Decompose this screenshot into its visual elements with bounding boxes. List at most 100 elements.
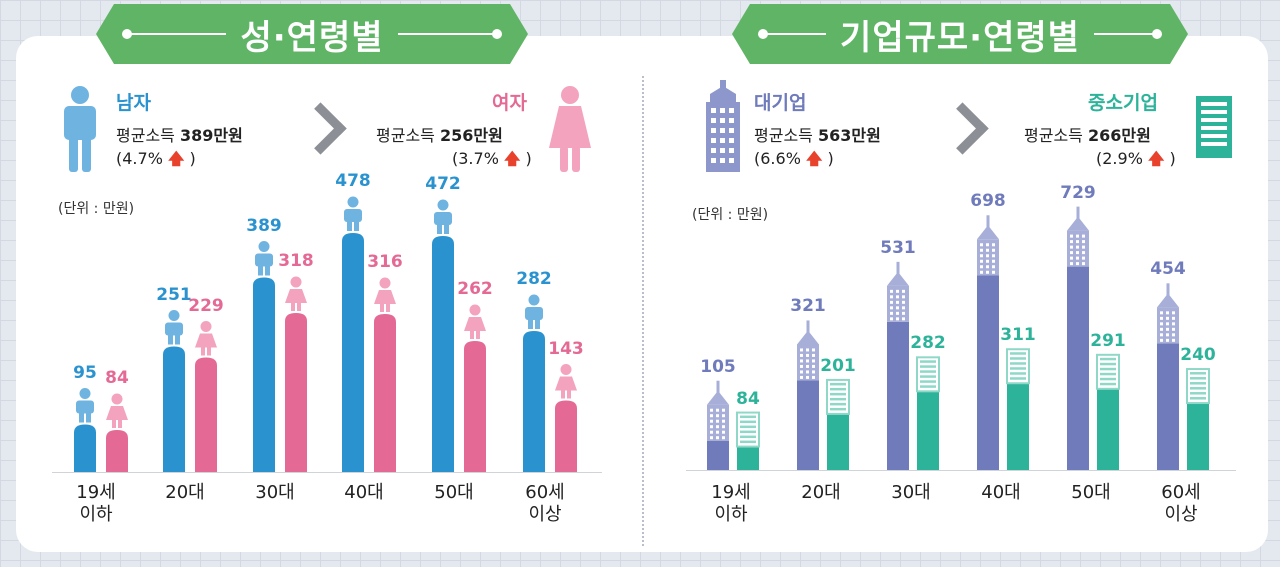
female-title: 여자 xyxy=(492,92,527,114)
up-arrow-icon: 🡅 xyxy=(167,149,185,168)
small-company-average: 평균소득 266만원 xyxy=(1024,122,1151,146)
large-company-title: 대기업 xyxy=(754,92,807,114)
unit-label-left: (단위 : 만원) xyxy=(58,201,135,217)
value-label-male: 251 xyxy=(156,284,192,305)
office-tower-icon xyxy=(797,320,819,381)
banner-dot xyxy=(1152,29,1162,39)
bar-large-company xyxy=(887,321,909,470)
value-label-small-company: 282 xyxy=(910,333,946,354)
unit-label-right: (단위 : 만원) xyxy=(692,207,769,223)
male-growth: (4.7% 🡅 ) xyxy=(116,148,196,175)
banner-dot xyxy=(492,29,502,39)
female-person-icon xyxy=(285,276,307,311)
banner-company-age: 기업규모·연령별 xyxy=(732,4,1188,64)
bar-female xyxy=(555,400,577,472)
x-axis-label: 19세 이하 xyxy=(76,482,116,525)
bar-male xyxy=(74,424,96,472)
female-person-icon xyxy=(549,86,591,172)
large-avg-value: 563만원 xyxy=(817,126,881,145)
male-title: 남자 xyxy=(116,92,151,114)
axis-baseline-left xyxy=(52,472,602,473)
female-growth-rate: (3.7% xyxy=(452,149,499,168)
office-tower-icon xyxy=(977,215,999,276)
value-label-small-company: 240 xyxy=(1180,345,1216,366)
value-label-large-company: 729 xyxy=(1060,182,1096,203)
large-growth-rate: (6.6% xyxy=(754,149,801,168)
x-axis-label: 50대 xyxy=(1071,482,1111,503)
bar-large-company xyxy=(1157,343,1179,470)
small-avg-value: 266만원 xyxy=(1087,126,1151,145)
up-arrow-icon: 🡅 xyxy=(503,149,521,168)
value-label-female: 318 xyxy=(278,251,314,271)
bar-small-company xyxy=(917,391,939,470)
value-label-male: 282 xyxy=(516,269,552,289)
small-building-icon xyxy=(826,378,850,415)
x-axis-label: 60세 이상 xyxy=(525,482,565,525)
value-label-male: 95 xyxy=(73,362,97,383)
male-growth-rate: (4.7% xyxy=(116,149,163,168)
female-person-icon xyxy=(195,321,217,356)
small-building-icon xyxy=(1196,96,1232,158)
office-building-icon xyxy=(706,80,740,172)
value-label-large-company: 321 xyxy=(790,296,826,317)
bar-small-company xyxy=(737,446,759,470)
value-label-female: 229 xyxy=(188,295,224,316)
male-person-icon xyxy=(434,199,452,234)
value-label-small-company: 311 xyxy=(1000,325,1036,346)
large-growth-close: ) xyxy=(827,149,834,168)
bar-female xyxy=(285,313,307,472)
value-label-small-company: 84 xyxy=(736,388,760,409)
bar-large-company xyxy=(797,380,819,470)
male-average: 평균소득 389만원 xyxy=(116,122,243,146)
value-label-large-company: 698 xyxy=(970,191,1006,212)
axis-baseline-right xyxy=(686,470,1236,471)
large-company-growth: (6.6% 🡅 ) xyxy=(754,148,834,175)
female-growth: (3.7% 🡅 ) xyxy=(452,148,532,175)
female-average: 평균소득 256만원 xyxy=(376,122,503,146)
banner-dot xyxy=(758,29,768,39)
x-axis-label: 40대 xyxy=(344,482,384,503)
office-tower-icon xyxy=(887,261,909,322)
value-label-male: 472 xyxy=(425,174,461,194)
x-axis-label: 30대 xyxy=(255,482,295,503)
value-label-female: 262 xyxy=(457,279,493,299)
male-person-icon xyxy=(255,241,273,276)
small-building-icon xyxy=(736,411,760,448)
value-label-female: 84 xyxy=(105,368,129,388)
bar-small-company xyxy=(1097,388,1119,470)
large-avg-label: 평균소득 xyxy=(754,126,813,145)
bar-male xyxy=(253,277,275,472)
female-person-icon xyxy=(555,364,577,399)
male-person-icon xyxy=(76,388,94,423)
male-person-icon xyxy=(165,310,183,345)
bar-small-company xyxy=(1187,403,1209,470)
male-avg-value: 389만원 xyxy=(179,126,243,145)
male-person-icon xyxy=(525,294,543,329)
office-tower-icon xyxy=(1067,206,1089,267)
small-building-icon xyxy=(916,356,940,393)
value-label-large-company: 105 xyxy=(700,356,736,377)
small-company-title: 중소기업 xyxy=(1088,92,1158,114)
up-arrow-icon: 🡅 xyxy=(805,149,823,168)
x-axis-label: 50대 xyxy=(434,482,474,503)
bar-small-company xyxy=(827,413,849,470)
bar-large-company xyxy=(707,440,729,470)
small-avg-label: 평균소득 xyxy=(1024,126,1083,145)
bar-female xyxy=(106,430,128,472)
banner-title-right: 기업규모·연령별 xyxy=(826,10,1094,59)
x-axis-label: 40대 xyxy=(981,482,1021,503)
value-label-male: 478 xyxy=(335,171,371,191)
bar-male xyxy=(163,346,185,472)
office-tower-icon xyxy=(1157,283,1179,344)
x-axis-label: 20대 xyxy=(165,482,205,503)
female-avg-value: 256만원 xyxy=(439,126,503,145)
banner-gender-age: 성·연령별 xyxy=(96,4,528,64)
office-tower-icon xyxy=(707,380,729,441)
bar-large-company xyxy=(977,275,999,470)
male-person-icon xyxy=(64,86,96,172)
small-growth-close: ) xyxy=(1169,149,1176,168)
male-person-icon xyxy=(344,196,362,231)
value-label-large-company: 454 xyxy=(1150,259,1186,280)
small-company-growth: (2.9% 🡅 ) xyxy=(1096,148,1176,175)
bar-female xyxy=(195,357,217,472)
